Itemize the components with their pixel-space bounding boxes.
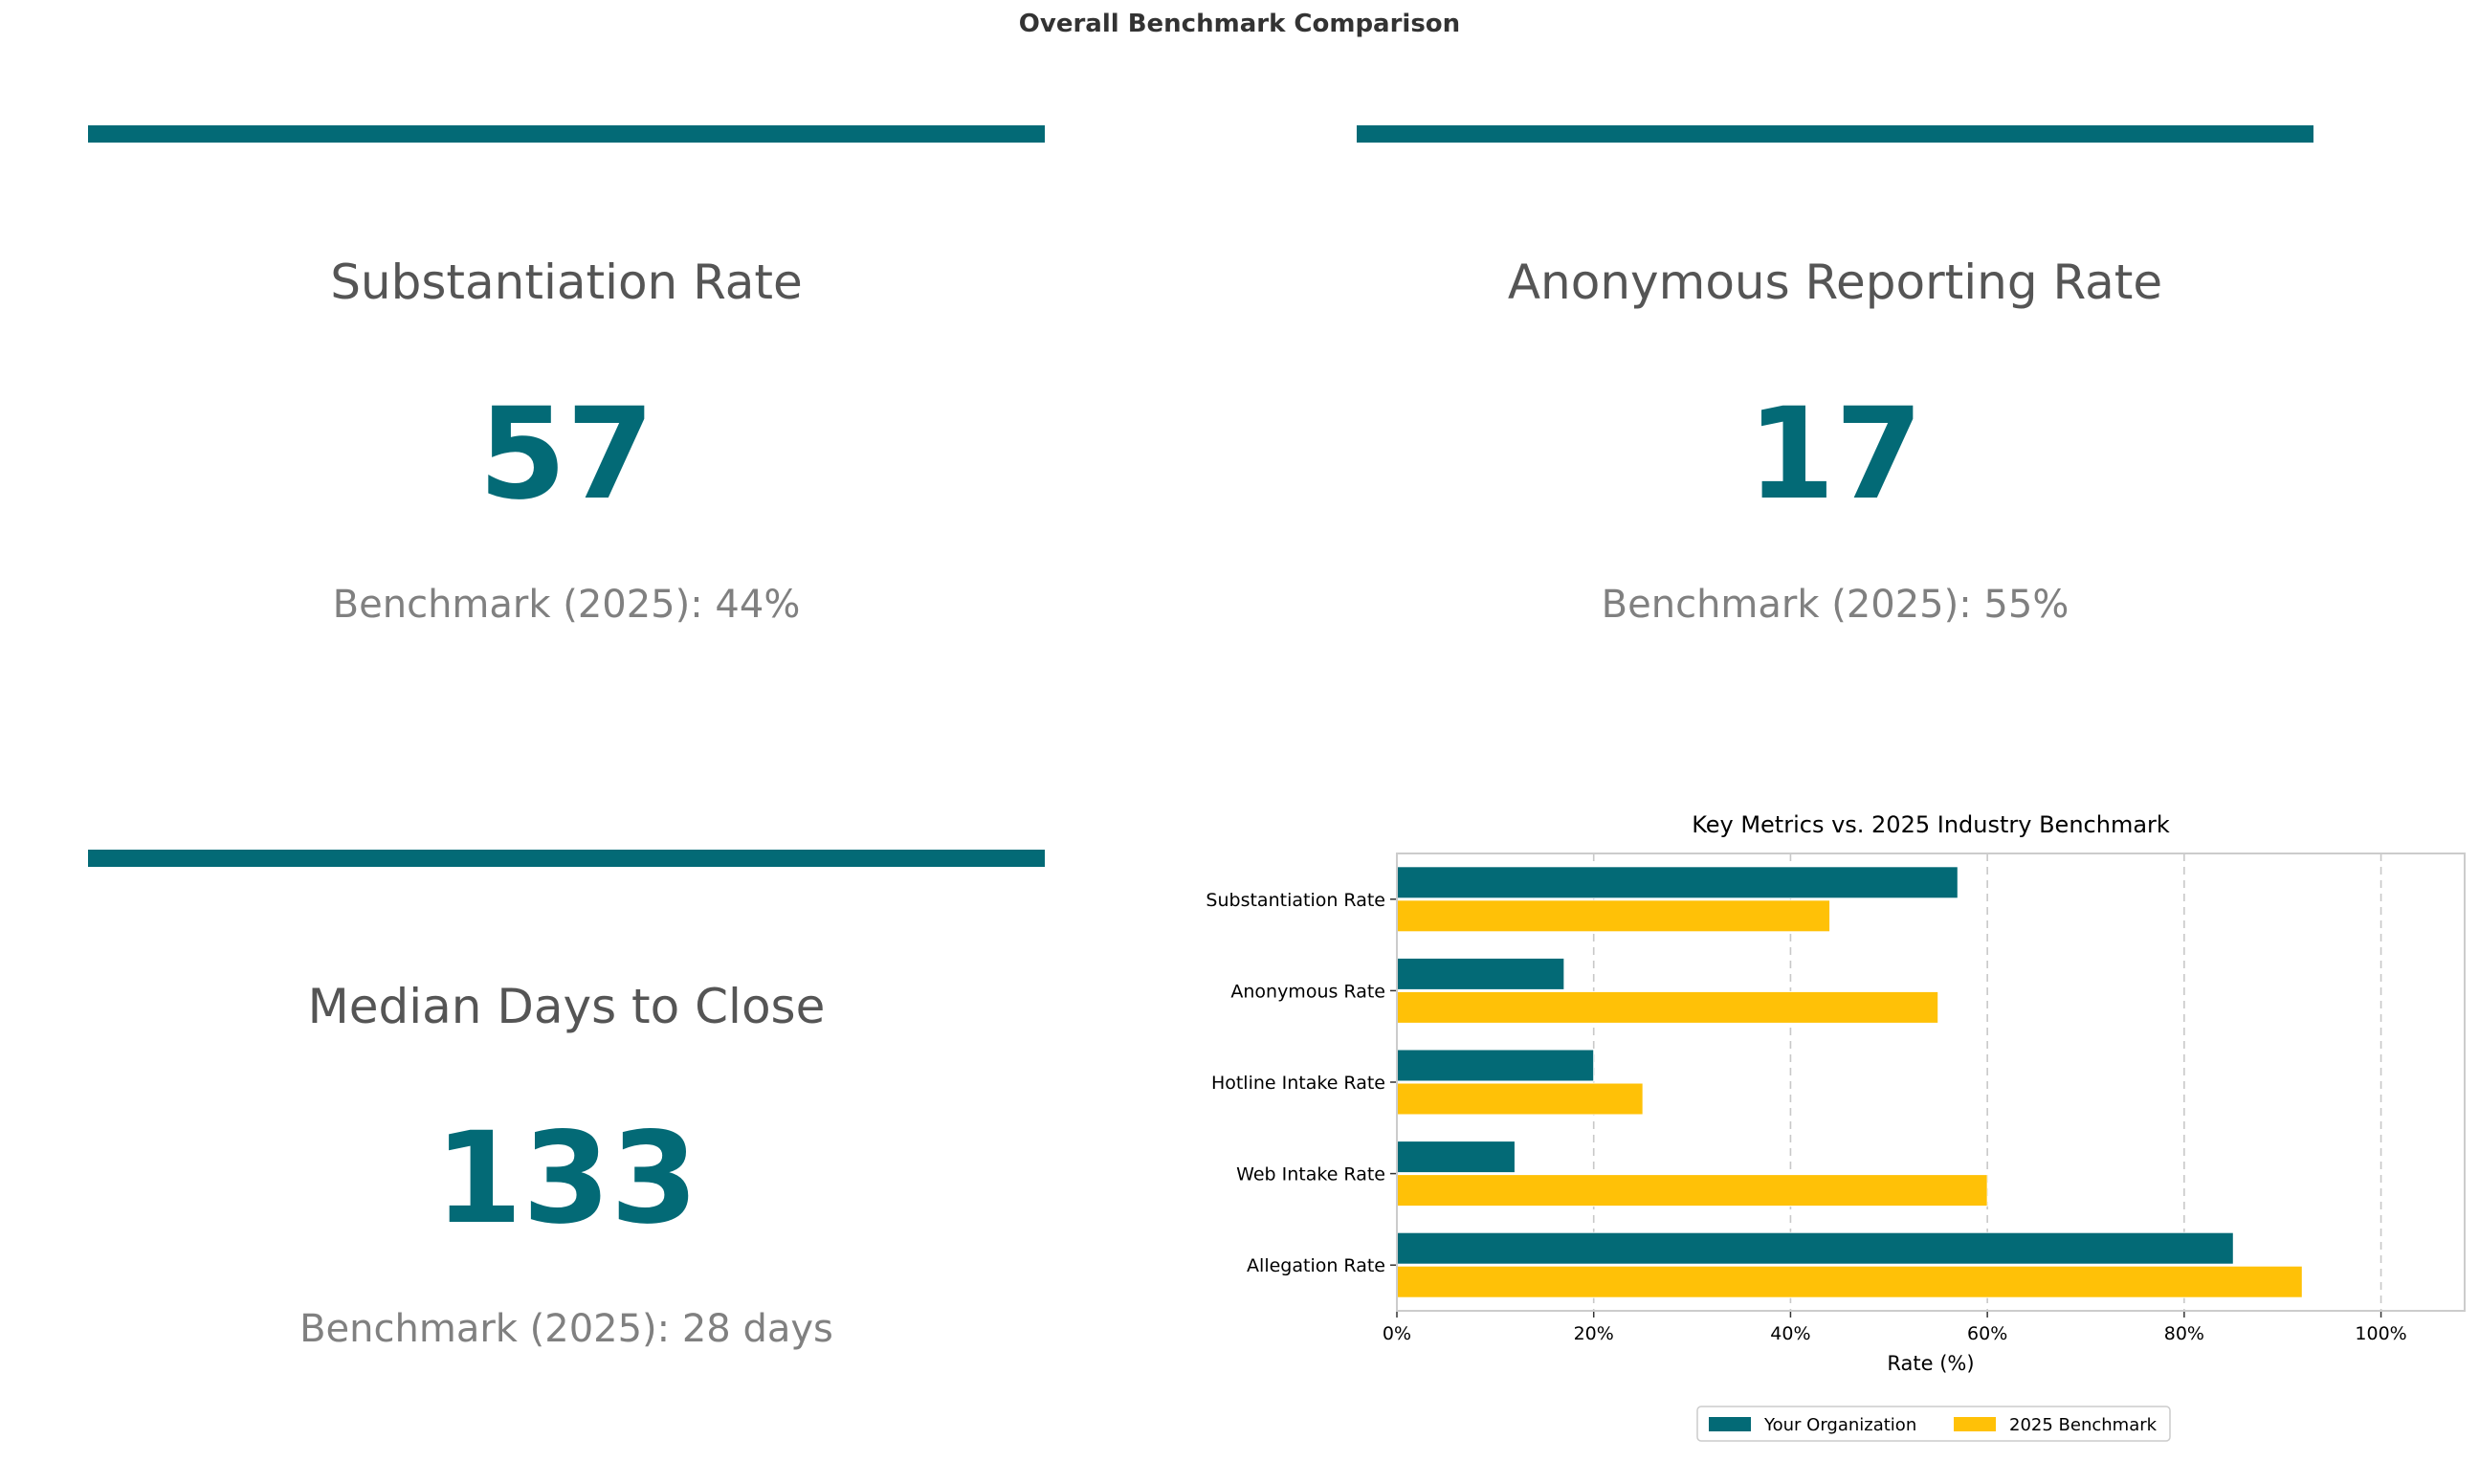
y-tick-label: Substantiation Rate (1206, 890, 1385, 911)
x-tick-label: 60% (1967, 1323, 2007, 1344)
kpi-label: Substantiation Rate (330, 255, 803, 310)
bar-benchmark (1396, 990, 1939, 1024)
kpi-value: 133 (434, 1105, 698, 1252)
kpi-value: 17 (1747, 381, 1923, 528)
bar-organization (1396, 1141, 1516, 1174)
benchmark-bar-chart: Key Metrics vs. 2025 Industry Benchmark 0… (1206, 811, 2466, 1442)
kpi-benchmark: Benchmark (2025): 28 days (299, 1307, 833, 1351)
legend-label: 2025 Benchmark (2009, 1415, 2158, 1435)
bar-benchmark (1396, 1082, 1644, 1116)
bar-benchmark (1396, 1265, 2303, 1298)
bar-benchmark (1396, 899, 1831, 933)
x-tick-label: 20% (1574, 1323, 1614, 1344)
page-title: Overall Benchmark Comparison (1018, 10, 1461, 38)
x-tick-label: 40% (1770, 1323, 1810, 1344)
y-tick-label: Hotline Intake Rate (1211, 1073, 1385, 1094)
y-tick-label: Anonymous Rate (1230, 981, 1385, 1002)
kpi-label: Anonymous Reporting Rate (1507, 255, 2163, 310)
plot-frame (1396, 853, 2466, 1312)
kpi-value: 57 (478, 381, 654, 528)
kpi-benchmark: Benchmark (2025): 55% (1601, 583, 2070, 627)
kpi-label: Median Days to Close (307, 979, 826, 1034)
legend-box (1696, 1406, 2171, 1442)
kpi-card-median-days: Median Days to Close 133 Benchmark (2025… (88, 850, 1045, 1424)
kpi-card-anonymous: Anonymous Reporting Rate 17 Benchmark (2… (1357, 125, 2313, 699)
bar-organization (1396, 1231, 2234, 1265)
kpi-accent-bar (88, 125, 1045, 143)
bar-organization (1396, 1049, 1595, 1082)
x-tick-label: 80% (2164, 1323, 2204, 1344)
y-tick-label: Web Intake Rate (1236, 1164, 1385, 1185)
bar-organization (1396, 866, 1959, 899)
chart-title: Key Metrics vs. 2025 Industry Benchmark (1692, 811, 2170, 838)
kpi-card-substantiation: Substantiation Rate 57 Benchmark (2025):… (88, 125, 1045, 699)
bar-organization (1396, 957, 1565, 990)
kpi-accent-bar (88, 850, 1045, 867)
bar-benchmark (1396, 1174, 1988, 1207)
kpi-accent-bar (1357, 125, 2313, 143)
x-tick-label: 0% (1383, 1323, 1411, 1344)
x-axis-label: Rate (%) (1887, 1352, 1974, 1375)
legend-swatch (1954, 1417, 1996, 1431)
y-tick-label: Allegation Rate (1247, 1255, 1385, 1276)
kpi-benchmark: Benchmark (2025): 44% (332, 583, 801, 627)
legend-swatch (1709, 1417, 1751, 1431)
x-tick-label: 100% (2355, 1323, 2406, 1344)
legend-label: Your Organization (1763, 1415, 1916, 1435)
